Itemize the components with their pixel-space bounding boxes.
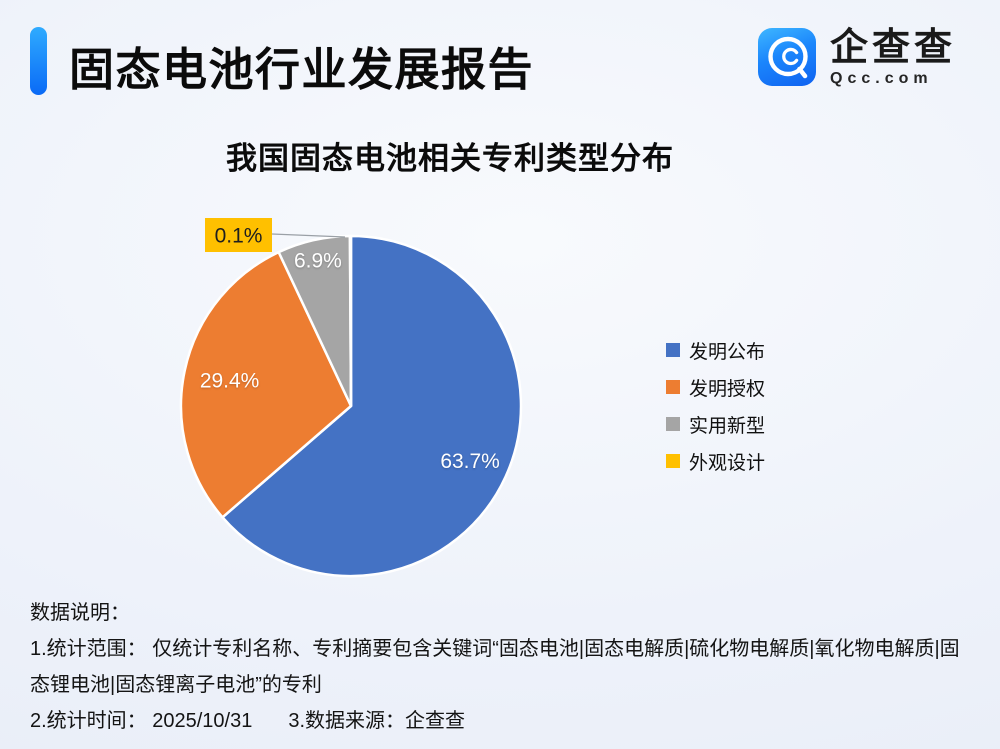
legend-label: 外观设计 [689, 452, 766, 474]
callout-leader-line [271, 233, 346, 238]
legend-swatch-icon [666, 380, 680, 394]
qcc-magnifier-icon [758, 28, 816, 86]
footnote-time: 2.统计时间： 2025/10/31 [30, 710, 253, 732]
legend-label: 发明授权 [689, 378, 766, 400]
legend-label: 发明公布 [689, 341, 766, 363]
chart-legend: 发明公布发明授权实用新型外观设计 [666, 338, 766, 474]
chart-title: 我国固态电池相关专利类型分布 [226, 141, 674, 176]
footnote-scope-line2: 态锂电池|固态锂离子电池”的专利 [30, 674, 322, 696]
callout-percent-label: 0.1% [215, 225, 263, 248]
qcc-logo-domain: Qcc.com [830, 70, 933, 87]
page-title: 固态电池行业发展报告 [69, 44, 535, 95]
legend-label: 实用新型 [689, 415, 766, 437]
pie-slice-发明授权 [179, 250, 353, 519]
legend-swatch-icon [666, 454, 680, 468]
legend-item-实用新型: 实用新型 [666, 412, 766, 437]
footnote-meta-line: 2.统计时间： 2025/10/31 3.数据来源：企查查 [30, 703, 990, 739]
footnote-heading: 数据说明： [30, 602, 130, 624]
title-accent-bar [30, 27, 47, 95]
footnote-scope-line1: 1.统计范围： 仅统计专利名称、专利摘要包含关键词“固态电池|固态电解质|硫化物… [30, 638, 960, 660]
pie-slice-发明公布 [221, 234, 523, 578]
pie-slice-外观设计 [348, 234, 353, 408]
slice-percent-label: 63.7% [440, 450, 500, 473]
footnotes: 数据说明： 1.统计范围： 仅统计专利名称、专利摘要包含关键词“固态电池|固态电… [30, 595, 990, 739]
qcc-logo-text: 企查查 Qcc.com [830, 28, 956, 88]
pie-slice-实用新型 [277, 234, 353, 408]
qcc-logo: 企查查 Qcc.com [758, 28, 956, 88]
footnote-source: 3.数据来源：企查查 [288, 710, 466, 732]
callout-box [205, 218, 272, 252]
legend-item-外观设计: 外观设计 [666, 449, 766, 474]
legend-swatch-icon [666, 343, 680, 357]
qcc-logo-name: 企查查 [830, 27, 957, 69]
legend-swatch-icon [666, 417, 680, 431]
slice-percent-label: 6.9% [294, 249, 342, 272]
legend-item-发明授权: 发明授权 [666, 375, 766, 400]
slice-percent-label: 29.4% [200, 370, 260, 393]
legend-item-发明公布: 发明公布 [666, 338, 766, 363]
